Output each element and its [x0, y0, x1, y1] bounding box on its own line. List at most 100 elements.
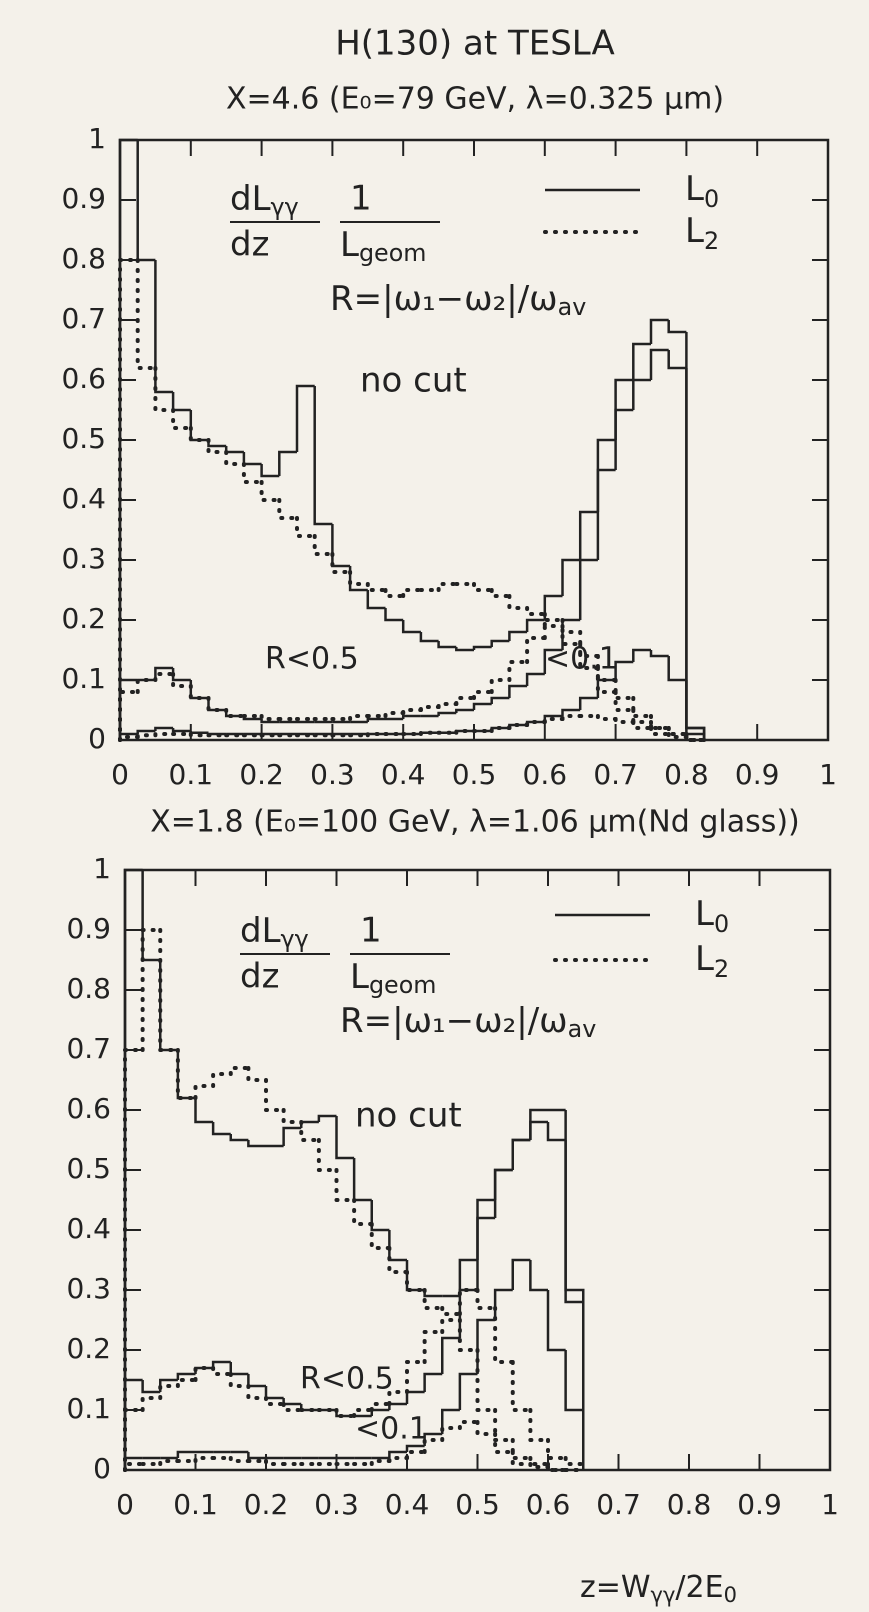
y-tick-label: 0.1: [66, 1392, 111, 1425]
histogram-bin: [457, 1318, 480, 1352]
histogram-bin: [366, 717, 386, 722]
histogram-bin: [313, 386, 333, 526]
legend-subscript: 2: [714, 955, 729, 983]
histogram-bin: [632, 378, 651, 410]
histogram-bin: [632, 648, 651, 662]
y-tick-label: 0.3: [66, 1272, 111, 1305]
histogram-bin: [171, 672, 193, 688]
y-tick-label: 0: [88, 722, 106, 755]
y-tick-label: 1: [88, 122, 106, 155]
histogram-bin: [666, 726, 689, 736]
histogram-bin: [542, 717, 565, 724]
histogram-bin: [472, 582, 494, 592]
histogram-bin: [525, 720, 547, 727]
histogram-bin: [490, 696, 510, 704]
histogram-bin: [189, 410, 209, 442]
histogram-bin: [118, 678, 138, 740]
histogram-bin: [493, 1408, 515, 1442]
histogram-bin: [667, 656, 687, 682]
histogram-bin: [334, 1168, 357, 1202]
histogram-bin: [525, 606, 547, 616]
histogram-bin: [141, 1380, 161, 1394]
histogram-bin: [388, 1230, 407, 1262]
histogram-bin: [123, 1462, 145, 1472]
histogram-bin: [423, 1290, 443, 1298]
subscript: av: [568, 1015, 597, 1043]
x-tick-label: 0.7: [593, 758, 638, 791]
histogram-bin: [242, 452, 262, 466]
histogram-bin: [441, 1336, 460, 1374]
histogram-bin: [260, 464, 280, 478]
y-tick-label: 0.2: [66, 1332, 111, 1365]
histogram-bin: [596, 468, 616, 560]
histogram-bin: [475, 1420, 498, 1436]
histogram-bin: [401, 708, 423, 715]
histogram-bin: [136, 729, 156, 734]
histogram-bin: [510, 1438, 533, 1460]
histogram-bin: [188, 426, 211, 442]
histogram-bin: [529, 1260, 548, 1292]
y-tick-label: 0.5: [61, 422, 106, 455]
histogram-bin: [317, 1114, 337, 1122]
histogram-bin: [457, 1288, 480, 1316]
histogram-bin: [613, 717, 636, 724]
histogram-bin: [613, 678, 636, 700]
formula-numerator: dLγγ: [240, 911, 309, 953]
histogram-bin: [454, 729, 476, 735]
histogram-bin: [154, 726, 174, 731]
annotation: R<0.5: [300, 1362, 394, 1397]
histogram-bin: [159, 960, 178, 1052]
text-part: R=|ω₁−ω₂|/ω: [340, 1001, 568, 1041]
text-part: L: [340, 225, 359, 265]
x-tick-label: 0.2: [239, 758, 284, 791]
histogram-bin: [135, 258, 158, 370]
histogram-bin: [282, 1126, 302, 1146]
histogram-bin: [153, 672, 176, 682]
histogram-bin: [595, 654, 618, 682]
histogram-bin: [546, 1438, 568, 1460]
histogram-bin: [422, 1330, 445, 1364]
subscript: geom: [359, 239, 427, 267]
histogram-bin: [153, 366, 176, 412]
histogram-bin: [171, 668, 191, 682]
text-part: dL: [240, 911, 281, 951]
histogram-bin: [295, 384, 315, 452]
histogram-bin: [489, 726, 512, 733]
histogram-bin: [140, 928, 163, 1052]
histogram-bin: [135, 733, 158, 739]
annotation: R<0.5: [265, 642, 359, 677]
y-tick-label: 0.9: [66, 912, 111, 945]
histogram-bin: [458, 1288, 478, 1338]
r-definition: R=|ω₁−ω₂|/ωav: [330, 279, 586, 321]
histogram-bin: [595, 714, 618, 721]
annotation: <0.1: [545, 642, 618, 677]
annotation: no cut: [355, 1096, 462, 1136]
y-tick-label: 0.1: [61, 662, 106, 695]
subscript: γγ: [281, 925, 309, 953]
histogram-bin: [511, 1138, 531, 1170]
legend-subscript: 0: [704, 185, 719, 213]
histogram-bin: [247, 1452, 266, 1460]
histogram-bin: [228, 1372, 251, 1388]
histogram-bin: [387, 1456, 409, 1463]
x-tick-label: 0.5: [455, 1488, 500, 1521]
histogram-bin: [154, 666, 174, 680]
subscript: av: [558, 293, 587, 321]
histogram-bin: [476, 1318, 496, 1374]
histogram-bin: [348, 570, 370, 586]
histogram-bin: [511, 1138, 531, 1170]
histogram-bin: [543, 648, 563, 674]
histogram-bin: [194, 1098, 214, 1124]
formula-factor-denominator: Lgeom: [350, 957, 436, 999]
histogram-bin: [546, 1465, 568, 1472]
chart-subtitle: X=4.6 (E₀=79 GeV, λ=0.325 μm): [226, 82, 724, 117]
histogram-bin: [260, 719, 280, 724]
histogram-bin: [546, 1290, 566, 1352]
histogram-bin: [259, 480, 282, 502]
histogram-bin: [123, 1048, 145, 1472]
histogram-bin: [264, 1078, 286, 1112]
histogram-bin: [370, 1200, 390, 1232]
r-definition: R=|ω₁−ω₂|/ωav: [340, 1001, 596, 1043]
histogram-bin: [369, 1222, 392, 1250]
annotation: <0.1: [355, 1412, 428, 1447]
